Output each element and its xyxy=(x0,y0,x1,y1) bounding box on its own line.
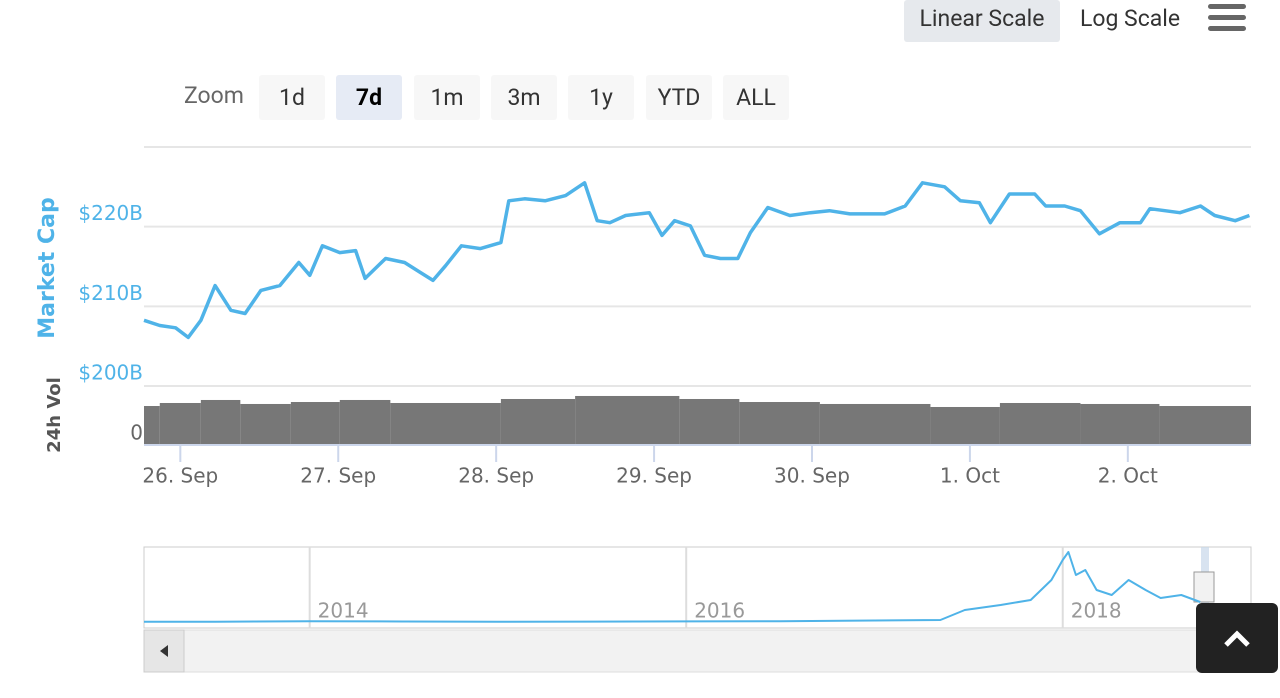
menu-button[interactable] xyxy=(1208,4,1246,34)
line xyxy=(143,181,1251,340)
y-tick-label: $220B xyxy=(78,201,143,225)
zoom-button[interactable]: 1y xyxy=(568,75,634,120)
bar xyxy=(390,402,501,444)
bar xyxy=(575,395,680,444)
x-tick-label: 26. Sep xyxy=(142,464,218,488)
navigator-handle[interactable] xyxy=(1193,571,1215,603)
scale-button[interactable]: Linear Scale xyxy=(904,0,1060,42)
bar xyxy=(819,403,931,444)
line xyxy=(144,551,1201,623)
y-tick-label: $210B xyxy=(78,281,143,305)
x-tick-label: 2. Oct xyxy=(1098,464,1158,488)
x-tick-label: 2016 xyxy=(694,599,745,623)
zoom-button[interactable]: 1m xyxy=(414,75,480,120)
bar xyxy=(339,399,391,444)
arrow-icon xyxy=(160,645,168,657)
zoom-button[interactable]: ALL xyxy=(723,75,789,120)
y-axis-title: Market Cap xyxy=(35,197,60,338)
x-tick-label: 2014 xyxy=(318,599,369,623)
chevron-icon xyxy=(1224,630,1250,647)
x-tick-label: 2018 xyxy=(1071,599,1122,623)
bar xyxy=(999,402,1081,444)
y-tick-label: $200B xyxy=(78,361,143,385)
bar xyxy=(290,402,340,444)
x-tick-label: 28. Sep xyxy=(458,464,534,488)
bar xyxy=(679,398,740,444)
navigator-frame xyxy=(143,546,1252,629)
bar xyxy=(1080,403,1160,444)
y-tick-label: 0 xyxy=(130,421,143,445)
zoom-label: Zoom xyxy=(184,82,244,109)
scrollbar[interactable] xyxy=(143,629,1252,673)
zoom-button[interactable]: 3m xyxy=(491,75,557,120)
zoom-button[interactable]: 1d xyxy=(259,75,325,120)
zoom-button[interactable]: YTD xyxy=(646,75,712,120)
x-tick-label: 29. Sep xyxy=(616,464,692,488)
scroll-top-button[interactable] xyxy=(1196,603,1278,673)
y-axis-title: 24h Vol xyxy=(44,377,65,453)
bar xyxy=(200,399,241,444)
bar xyxy=(739,402,820,444)
zoom-button[interactable]: 7d xyxy=(336,75,402,120)
bar xyxy=(159,402,201,444)
x-tick-label: 30. Sep xyxy=(774,464,850,488)
bar xyxy=(1159,406,1251,444)
bar xyxy=(144,406,160,444)
bar xyxy=(500,398,576,444)
x-tick-label: 1. Oct xyxy=(940,464,1000,488)
scale-button[interactable]: Log Scale xyxy=(1064,0,1196,42)
bar xyxy=(240,403,291,444)
x-tick-label: 27. Sep xyxy=(300,464,376,488)
bar xyxy=(930,406,1000,444)
